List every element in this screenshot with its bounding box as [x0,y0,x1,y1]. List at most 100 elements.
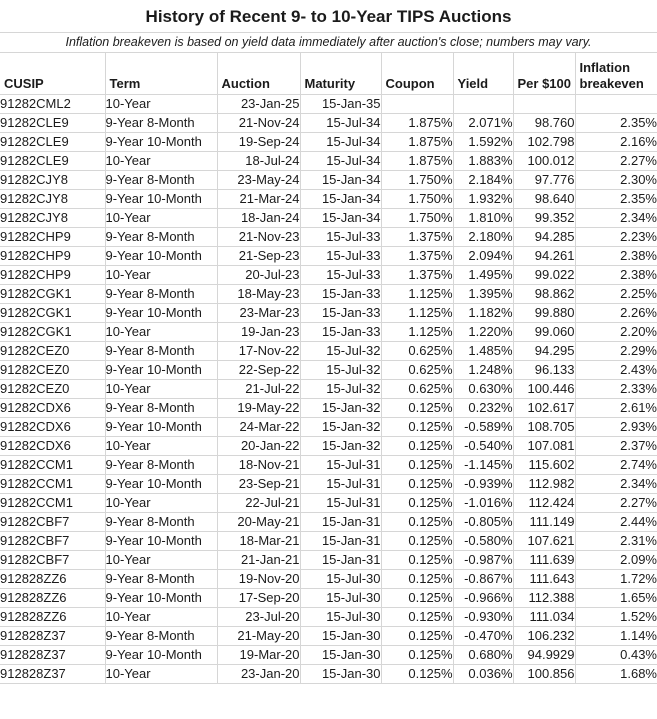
cell-maturity: 15-Jul-31 [300,474,382,494]
cell-yield: -0.805% [453,512,514,532]
table-row: 91282CBF7 9-Year 8-Month 20-May-21 15-Ja… [0,512,657,532]
cell-inflation-breakeven: 1.68% [575,664,657,684]
cell-inflation-breakeven: 2.93% [575,417,657,437]
cell-cusip: 91282CGK1 [0,284,106,304]
cell-coupon: 1.375% [381,265,454,285]
cell-per-100: 112.424 [513,493,576,513]
cell-term: 9-Year 8-Month [105,398,218,418]
cell-coupon: 1.750% [381,170,454,190]
cell-coupon: 0.125% [381,436,454,456]
cell-maturity: 15-Jul-30 [300,607,382,627]
cell-coupon: 0.125% [381,626,454,646]
auctions-table: CUSIP Term Auction Maturity Coupon Yield… [0,53,657,684]
table-row: 91282CCM1 9-Year 10-Month 23-Sep-21 15-J… [0,474,657,494]
cell-yield: -1.016% [453,493,514,513]
cell-auction: 24-Mar-22 [217,417,301,437]
cell-maturity: 15-Jan-34 [300,208,382,228]
cell-maturity: 15-Jul-34 [300,113,382,133]
cell-auction: 18-Jan-24 [217,208,301,228]
cell-cusip: 91282CCM1 [0,493,106,513]
table-row: 912828ZZ6 9-Year 10-Month 17-Sep-20 15-J… [0,588,657,608]
cell-yield: 2.094% [453,246,514,266]
cell-coupon: 0.125% [381,645,454,665]
table-row: 91282CBF7 10-Year 21-Jan-21 15-Jan-31 0.… [0,550,657,570]
cell-cusip: 91282CBF7 [0,550,106,570]
cell-coupon [381,94,454,114]
cell-coupon: 0.125% [381,588,454,608]
cell-inflation-breakeven: 2.33% [575,379,657,399]
cell-yield: -0.867% [453,569,514,589]
cell-yield: 1.883% [453,151,514,171]
cell-inflation-breakeven: 2.74% [575,455,657,475]
column-header-auction: Auction [217,53,301,95]
cell-inflation-breakeven: 2.30% [575,170,657,190]
cell-coupon: 1.375% [381,227,454,247]
cell-per-100: 100.446 [513,379,576,399]
table-row: 91282CEZ0 9-Year 8-Month 17-Nov-22 15-Ju… [0,341,657,361]
cell-yield: 0.680% [453,645,514,665]
cell-term: 9-Year 10-Month [105,417,218,437]
cell-term: 10-Year [105,265,218,285]
cell-auction: 22-Sep-22 [217,360,301,380]
cell-inflation-breakeven: 1.72% [575,569,657,589]
cell-cusip: 91282CBF7 [0,531,106,551]
cell-yield: 1.932% [453,189,514,209]
cell-maturity: 15-Jan-33 [300,303,382,323]
cell-maturity: 15-Jul-33 [300,227,382,247]
table-row: 91282CLE9 10-Year 18-Jul-24 15-Jul-34 1.… [0,151,657,171]
cell-coupon: 0.125% [381,550,454,570]
table-row: 912828ZZ6 10-Year 23-Jul-20 15-Jul-30 0.… [0,607,657,627]
table-row: 91282CDX6 9-Year 10-Month 24-Mar-22 15-J… [0,417,657,437]
cell-term: 10-Year [105,208,218,228]
cell-per-100: 98.760 [513,113,576,133]
cell-per-100: 102.617 [513,398,576,418]
cell-term: 9-Year 8-Month [105,113,218,133]
cell-coupon: 1.125% [381,303,454,323]
cell-cusip: 91282CJY8 [0,170,106,190]
cell-auction: 19-Mar-20 [217,645,301,665]
cell-coupon: 0.125% [381,664,454,684]
cell-per-100: 96.133 [513,360,576,380]
cell-yield: 0.036% [453,664,514,684]
cell-maturity: 15-Jan-30 [300,645,382,665]
cell-maturity: 15-Jul-32 [300,379,382,399]
table-row: 91282CCM1 9-Year 8-Month 18-Nov-21 15-Ju… [0,455,657,475]
cell-cusip: 91282CHP9 [0,246,106,266]
cell-maturity: 15-Jul-34 [300,151,382,171]
cell-per-100: 112.982 [513,474,576,494]
cell-auction: 20-Jul-23 [217,265,301,285]
cell-term: 10-Year [105,493,218,513]
cell-per-100: 99.352 [513,208,576,228]
cell-auction: 17-Nov-22 [217,341,301,361]
cell-cusip: 912828ZZ6 [0,588,106,608]
cell-maturity: 15-Jul-33 [300,246,382,266]
cell-per-100: 107.621 [513,531,576,551]
cell-cusip: 91282CBF7 [0,512,106,532]
cell-coupon: 1.375% [381,246,454,266]
table-row: 912828Z37 9-Year 8-Month 21-May-20 15-Ja… [0,626,657,646]
table-header-row: CUSIP Term Auction Maturity Coupon Yield… [0,53,657,95]
cell-yield: 2.180% [453,227,514,247]
cell-yield: 1.395% [453,284,514,304]
cell-cusip: 91282CEZ0 [0,379,106,399]
cell-inflation-breakeven: 2.09% [575,550,657,570]
cell-maturity: 15-Jul-31 [300,455,382,475]
cell-term: 9-Year 10-Month [105,645,218,665]
cell-cusip: 91282CML2 [0,94,106,114]
cell-term: 9-Year 8-Month [105,341,218,361]
cell-term: 9-Year 8-Month [105,455,218,475]
column-header-coupon: Coupon [381,53,454,95]
cell-per-100: 99.022 [513,265,576,285]
cell-maturity: 15-Jan-34 [300,189,382,209]
cell-auction: 23-Jul-20 [217,607,301,627]
cell-inflation-breakeven: 2.23% [575,227,657,247]
cell-term: 10-Year [105,379,218,399]
table-row: 91282CHP9 10-Year 20-Jul-23 15-Jul-33 1.… [0,265,657,285]
table-row: 91282CHP9 9-Year 8-Month 21-Nov-23 15-Ju… [0,227,657,247]
cell-maturity: 15-Jan-35 [300,94,382,114]
cell-per-100: 108.705 [513,417,576,437]
page-title: History of Recent 9- to 10-Year TIPS Auc… [0,0,657,33]
column-header-term: Term [105,53,218,95]
cell-coupon: 1.750% [381,189,454,209]
